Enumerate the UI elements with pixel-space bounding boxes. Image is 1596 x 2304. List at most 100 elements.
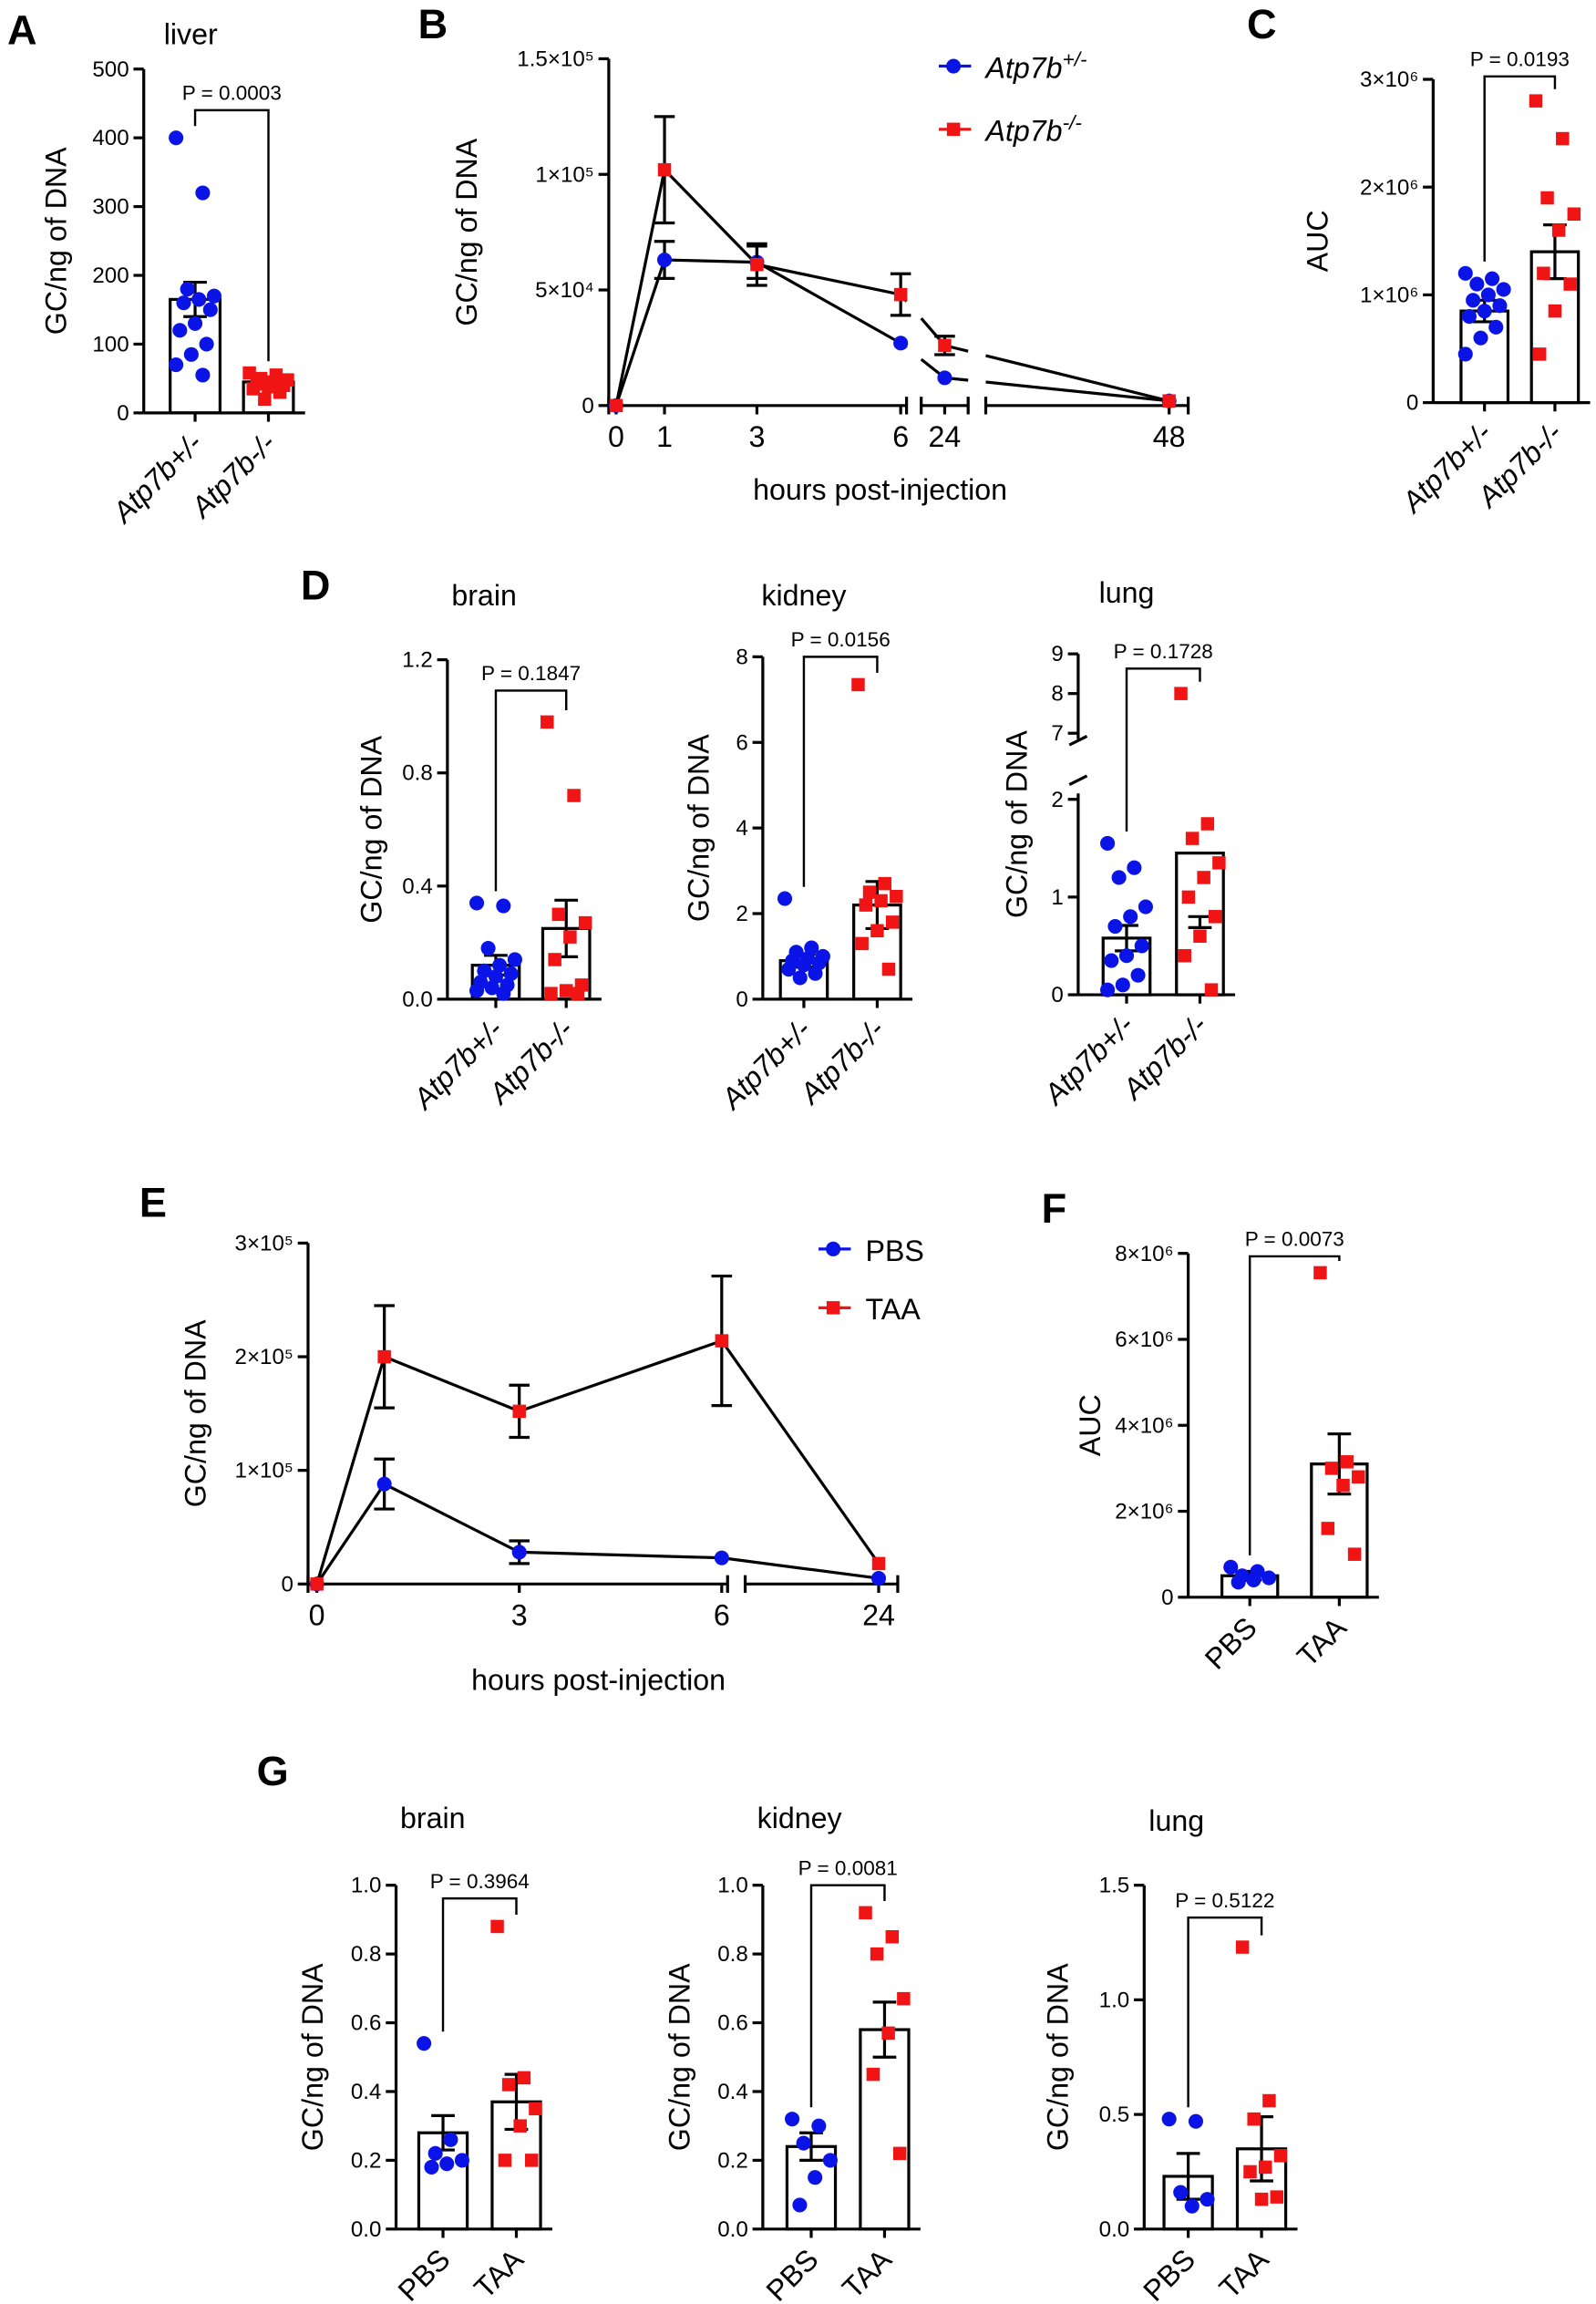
data-point-group2: [1537, 266, 1550, 281]
data-point-group1: [1100, 835, 1116, 851]
data-point-group1: [488, 969, 504, 985]
data-point-group2: [1212, 856, 1226, 870]
data-point-group1: [417, 2036, 432, 2051]
y-tick-label: 0.6: [351, 2011, 382, 2036]
x-tick-label-group1: Atp7b+/-: [105, 427, 208, 531]
data-point-group2: [242, 366, 256, 380]
series-line-group2: [720, 1339, 880, 1565]
panel-title-d-lung: lung: [1099, 576, 1155, 609]
data-point-group1: [870, 1571, 887, 1586]
y-axis-label-b: GC/ng of DNA: [450, 138, 483, 325]
data-point-group1: [180, 282, 195, 297]
data-point-group2: [715, 1334, 729, 1348]
data-point-group2: [1259, 2160, 1272, 2175]
data-point-group1: [195, 367, 211, 383]
data-point-group2: [498, 2154, 512, 2167]
data-point-group2: [874, 894, 888, 908]
data-point-group1: [781, 961, 797, 977]
panel-title-g-kidney: kidney: [757, 1802, 843, 1834]
data-point-group2: [892, 2146, 907, 2161]
data-point-group2: [878, 876, 892, 891]
data-point-group1: [1111, 870, 1127, 885]
data-point-group2: [1324, 1462, 1339, 1475]
data-point-group2: [512, 1404, 526, 1419]
y-tick-label: 0.4: [402, 874, 433, 899]
y-axis-label-f: AUC: [1074, 1394, 1107, 1456]
data-point-group2: [1532, 347, 1547, 361]
data-point-group1: [511, 1545, 527, 1560]
data-point-group2: [1563, 277, 1577, 291]
p-value: P = 0.1847: [481, 662, 581, 685]
y-tick-label: 2×10⁶: [1360, 175, 1418, 200]
significance-bracket: [494, 689, 568, 892]
data-point-group2: [310, 1577, 324, 1591]
legend-marker-group2: [946, 122, 961, 137]
data-point-group2: [548, 953, 561, 966]
series-line-group2: [384, 1355, 520, 1413]
y-tick-label: 5×10⁴: [535, 278, 594, 303]
data-point-group2: [501, 2078, 516, 2092]
data-point-group2: [1548, 304, 1562, 318]
data-point-group2: [1347, 1547, 1362, 1561]
significance-bracket: [1187, 1916, 1263, 2108]
y-tick-label: 0: [281, 1572, 293, 1596]
panel-label-g-brain: G: [257, 1748, 289, 1794]
y-tick-label: 0.0: [351, 2217, 382, 2242]
data-point-group1: [808, 2170, 823, 2185]
x-tick-label-group2: TAA: [468, 2242, 530, 2304]
data-point-group2: [871, 1556, 886, 1571]
y-tick-label: 6×10⁶: [1115, 1328, 1173, 1352]
y-axis-label-e: GC/ng of DNA: [179, 1319, 211, 1507]
panel-label-f: F: [1042, 1185, 1067, 1232]
data-point-group2: [881, 2026, 895, 2041]
data-point-group2: [377, 1349, 391, 1364]
data-point-group2: [1270, 2190, 1284, 2204]
data-point-group2: [1235, 1940, 1250, 1954]
y-tick-label: 3×10⁵: [235, 1231, 293, 1255]
y-tick-label: 0.0: [1099, 2217, 1130, 2242]
data-point-group1: [191, 292, 207, 307]
data-point-group1: [1261, 1570, 1277, 1586]
data-point-group2: [938, 338, 952, 353]
panel-label-c: C: [1247, 1, 1277, 47]
data-point-group1: [822, 2153, 838, 2168]
y-tick-label: 8: [1051, 682, 1063, 707]
data-point-group1: [1466, 293, 1481, 308]
bar-group2: [859, 2028, 911, 2231]
data-point-group2: [262, 379, 275, 394]
x-tick-label-group1: PBS: [392, 2243, 457, 2304]
y-tick-label: 1×10⁶: [1360, 283, 1418, 307]
panel-title-g-lung: lung: [1148, 1804, 1204, 1837]
data-point-group1: [1134, 938, 1149, 954]
legend-marker-group1: [946, 58, 962, 74]
data-point-group2: [1181, 890, 1196, 904]
significance-bracket: [802, 656, 879, 887]
y-tick-label: 0: [736, 987, 747, 1012]
data-point-group2: [513, 2119, 527, 2133]
y-tick-label: 0.0: [402, 987, 433, 1012]
y-tick-label: 1.0: [351, 1874, 382, 1898]
y-axis-label-g-lung: GC/ng of DNA: [1042, 1963, 1075, 2151]
y-tick-label: 1: [1051, 885, 1063, 910]
y-axis-label-d-brain: GC/ng of DNA: [355, 735, 387, 923]
y-tick-label: 2×10⁶: [1115, 1500, 1173, 1524]
data-point-group1: [792, 970, 808, 986]
x-tick-label-group1: Atp7b+/-: [1036, 1008, 1139, 1112]
y-tick-label: 200: [92, 263, 129, 288]
series-line-group1: [664, 258, 757, 264]
data-point-group1: [469, 983, 485, 998]
data-point-group1: [785, 2112, 800, 2127]
data-point-group1: [796, 957, 811, 973]
data-point-group2: [1197, 871, 1210, 884]
data-point-group1: [484, 980, 499, 996]
data-point-group1: [1138, 899, 1153, 914]
data-point-group1: [1488, 319, 1504, 335]
data-point-group1: [424, 2159, 439, 2175]
y-tick-label: 7: [1051, 721, 1063, 746]
y-tick-label: 1.0: [717, 1874, 748, 1898]
legend-label: Atp7b+/-: [984, 48, 1087, 85]
data-point-group1: [206, 288, 222, 304]
data-point-group1: [1469, 276, 1485, 292]
axis-break-mark: [1068, 734, 1088, 747]
